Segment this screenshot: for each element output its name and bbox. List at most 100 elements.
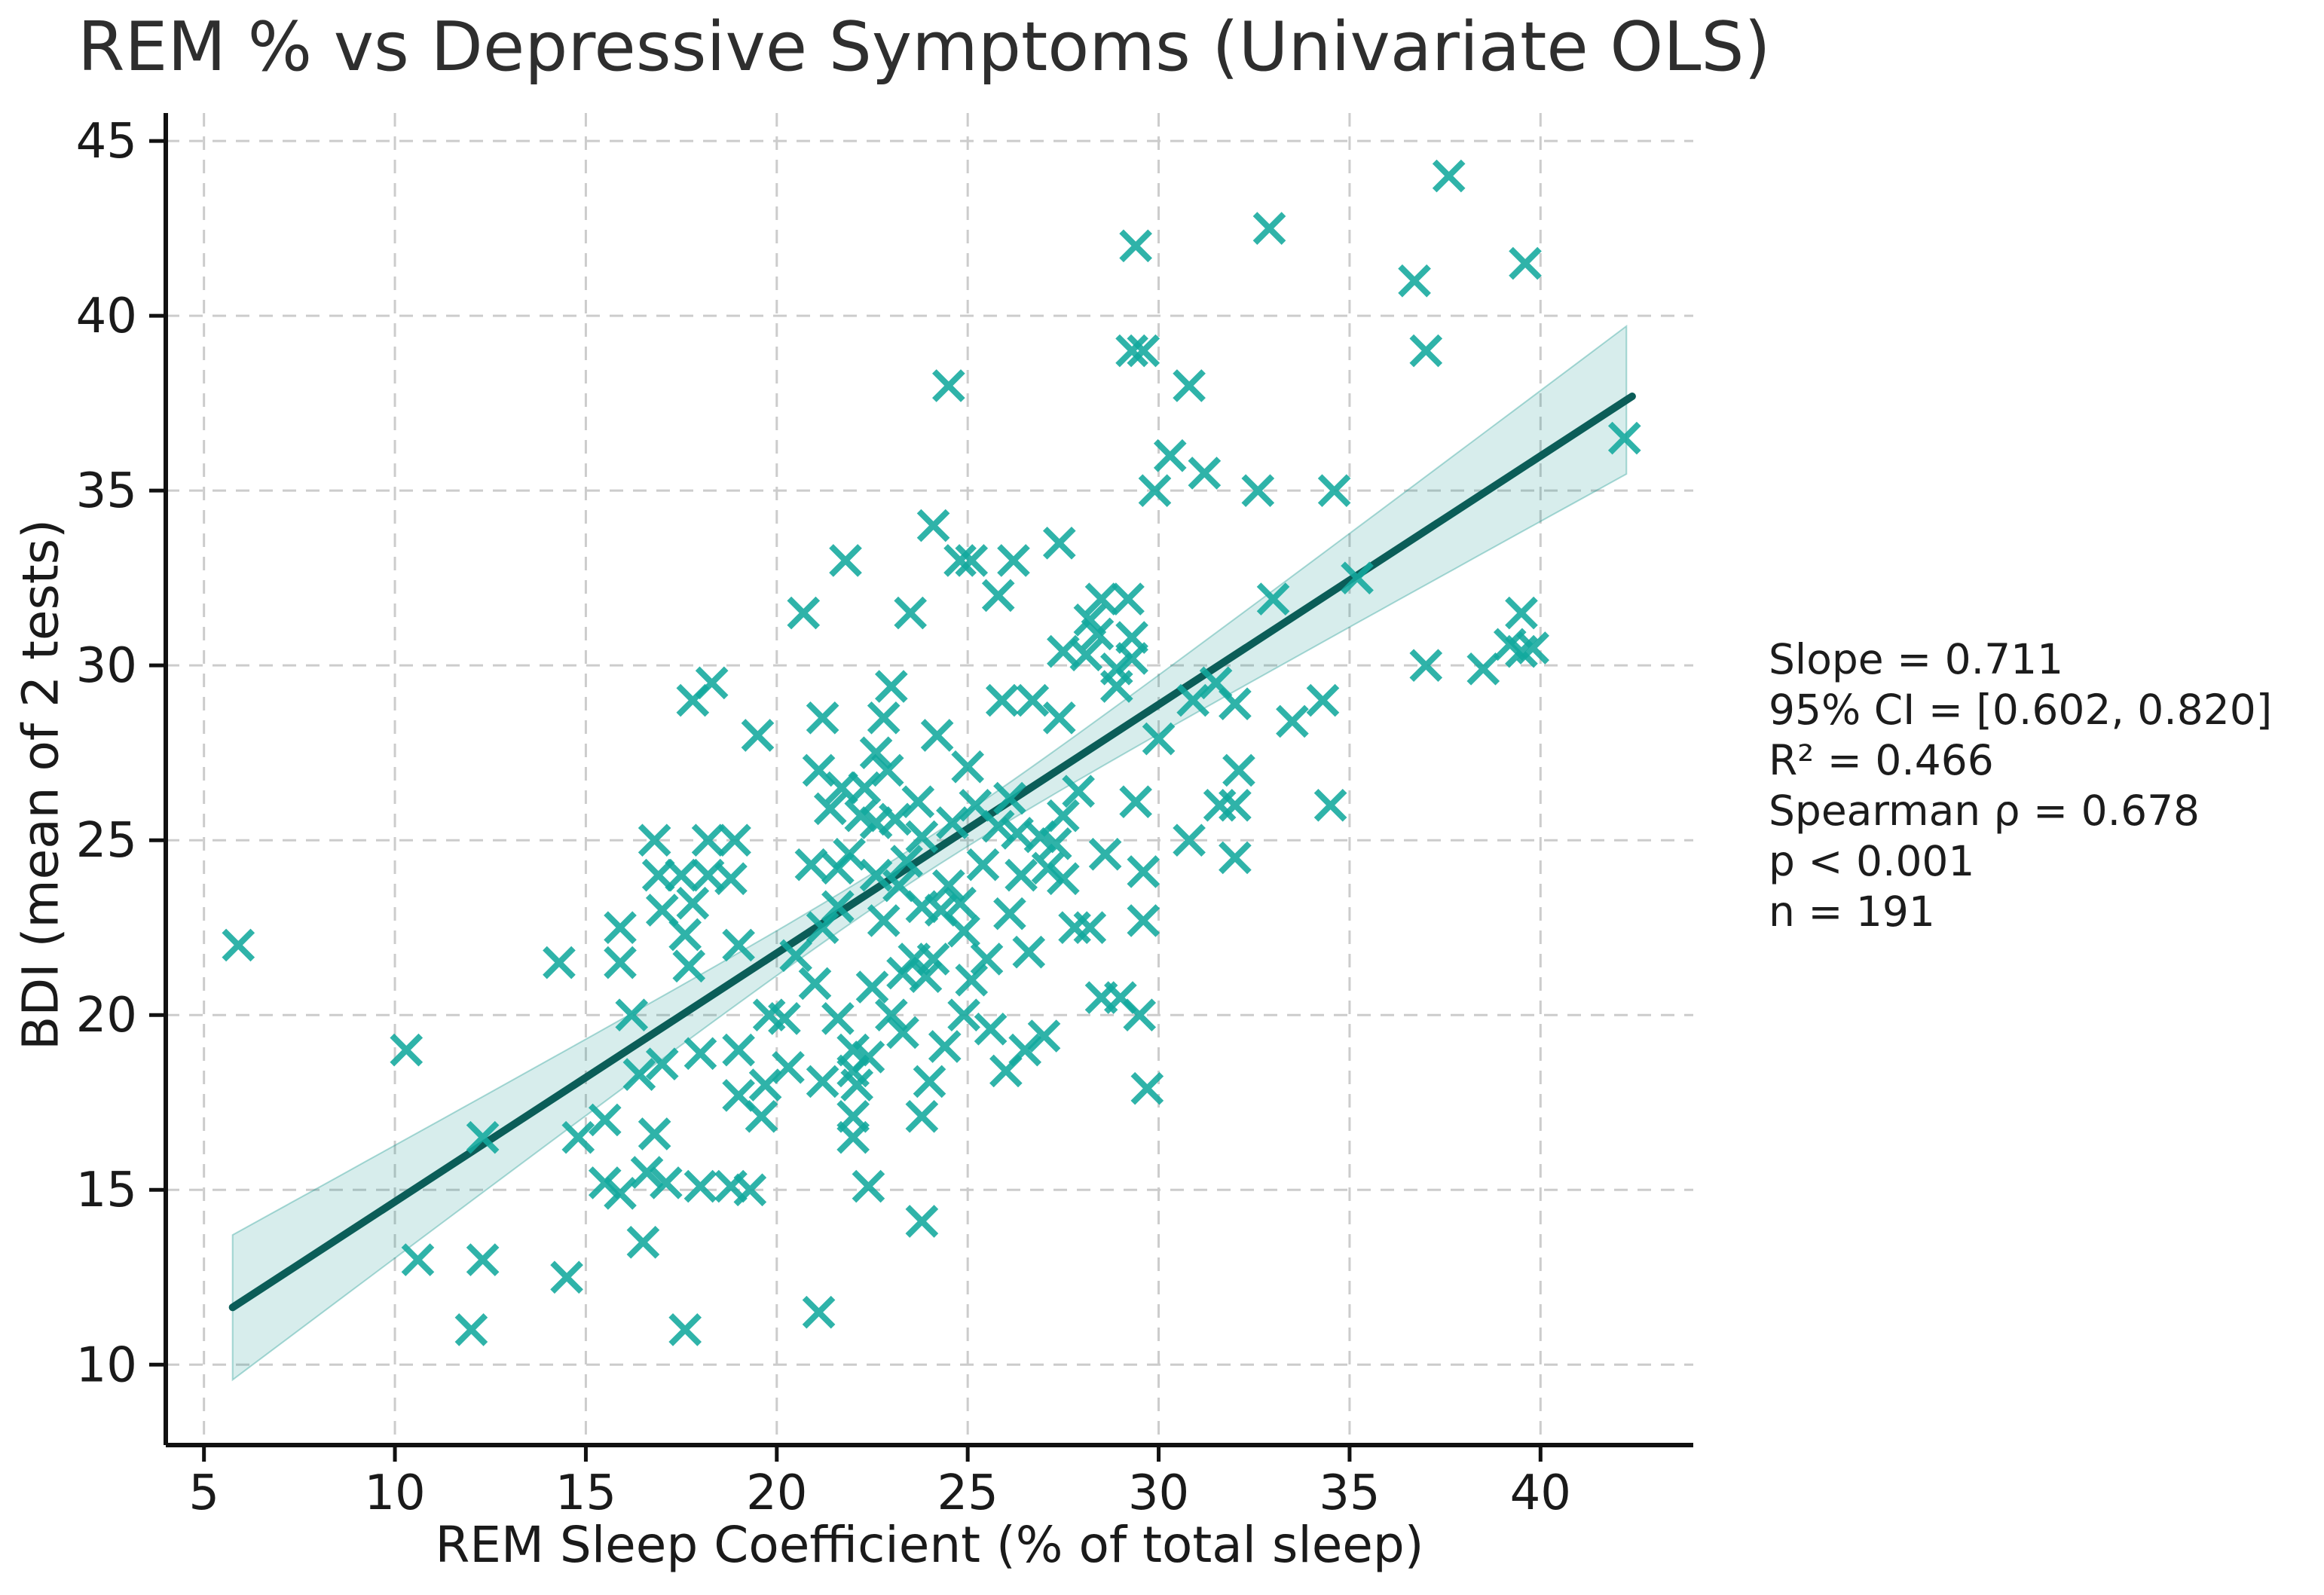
scatter-point [955,544,989,577]
scatter-point [1008,1033,1042,1067]
scatter-point [993,897,1026,930]
stats-line-slope: Slope = 0.711 [1769,635,2064,683]
scatter-point [1516,631,1549,665]
stats-line-n: n = 191 [1769,888,1935,936]
scatter-point [638,823,671,857]
stats-line-r2: R² = 0.466 [1769,736,1994,784]
scatter-point [802,1295,836,1329]
x-tick-label: 30 [1128,1465,1189,1521]
scatter-point [672,949,706,983]
scatter-point [852,1169,885,1203]
x-tick-label: 40 [1510,1465,1571,1521]
scatter-point [1016,683,1050,717]
scatter-point [748,1068,782,1102]
scatter-point [1130,1071,1164,1105]
scatter-point [1317,474,1351,507]
scatter-point [615,998,649,1032]
scatter-point [916,943,950,976]
scatter-point [1432,159,1466,193]
scatter-point [1127,904,1160,937]
scatter-point [932,869,965,903]
chart-title: REM % vs Depressive Symptoms (Univariate… [78,8,1771,87]
scatter-point [1222,753,1255,787]
scatter-point [1138,474,1172,507]
scatter-point [840,1068,874,1102]
scatter-point [829,544,862,577]
scatter-point [997,544,1030,577]
scatter-point [668,918,702,952]
x-tick-label: 35 [1319,1465,1380,1521]
scatter-point [604,946,637,979]
scatter-point [1466,652,1500,686]
scatter-point [683,1037,717,1071]
scatter-point [454,1313,488,1346]
scatter-point [913,1065,946,1098]
scatter-point [1127,855,1160,888]
scatter-point [650,1166,683,1199]
stats-annotation: Slope = 0.711 95% CI = [0.602, 0.820] R²… [1769,634,2272,937]
scatter-point [1058,911,1091,945]
scatter-point [1252,212,1286,245]
stats-line-p: p < 0.001 [1769,837,1975,885]
scatter-point [1173,823,1206,857]
scatter-point [993,781,1026,815]
scatter-point [966,848,1000,882]
scatter-point [905,1099,939,1133]
scatter-point [905,1205,939,1238]
x-tick-label: 20 [746,1465,807,1521]
x-axis-label: REM Sleep Coefficient (% of total sleep) [435,1516,1424,1574]
x-tick-label: 25 [937,1465,998,1521]
scatter-point [806,911,839,945]
scatter-point [1219,841,1252,875]
scatter-point [879,802,912,836]
scatter-point [1153,438,1187,472]
scatter-point [401,1243,435,1276]
scatter-point [1219,687,1252,721]
scatter-point [1276,704,1309,738]
x-tick-label: 15 [555,1465,616,1521]
scatter-point [1306,683,1340,717]
scatter-point [901,785,935,818]
scatter-point [588,1166,622,1199]
scatter-point [974,1012,1008,1046]
scatter-point [561,1120,595,1154]
scatter-point [833,837,866,871]
scatter-point [1047,799,1080,833]
scatter-point [683,1169,717,1203]
scatter-point [905,820,939,854]
scatter-point [955,963,989,997]
scatter-point [1115,642,1148,675]
scatter-point [874,998,908,1032]
plot-area: 5 10 15 20 25 30 35 40 10 15 20 25 30 35 40 45 [76,113,1693,1521]
scatter-point [951,750,985,784]
scatter-point [855,970,889,1004]
x-tick-label: 10 [364,1465,425,1521]
scatter-point [1398,264,1431,298]
scatter-point [714,862,748,896]
scatter-point [821,1002,855,1035]
scatter-point [222,928,255,962]
scatter-point [638,1117,671,1150]
scatter-point [1119,785,1152,818]
scatter-point [695,666,729,700]
stats-line-ci: 95% CI = [0.602, 0.820] [1769,686,2273,734]
scatter-point [1409,334,1443,368]
scatter-point [779,939,812,973]
scatter-point [981,579,1015,613]
scatter-point [733,1173,767,1207]
scatter-point [947,998,980,1032]
scatter-point [821,890,855,924]
scatter-point [1127,334,1160,368]
scatter-point [718,823,751,857]
scatter-point [1027,1019,1061,1053]
scatter-point [604,911,637,945]
scatter-point [947,915,980,948]
scatter-point [806,701,839,735]
scatter-point [466,1243,500,1276]
scatter-point [626,1226,660,1259]
scatter-point [1188,457,1222,490]
scatter-point [390,1033,424,1067]
scatter-point [848,771,882,805]
scatter-point [859,736,893,770]
